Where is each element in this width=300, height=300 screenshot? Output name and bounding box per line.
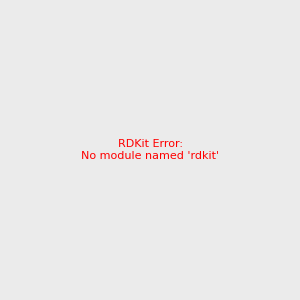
Text: RDKit Error:
No module named 'rdkit': RDKit Error: No module named 'rdkit' (81, 139, 219, 161)
